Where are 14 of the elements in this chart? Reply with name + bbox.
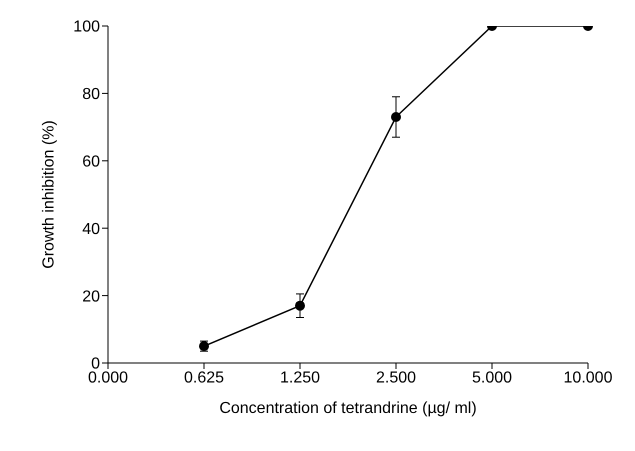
x-tick-label: 2.500 bbox=[376, 369, 416, 386]
point bbox=[295, 300, 305, 311]
x-tick-label: 0.000 bbox=[88, 369, 128, 386]
x-tick-label: 1.250 bbox=[280, 369, 320, 386]
x-axis-title: Concentration of tetrandrine (µg/ ml) bbox=[219, 400, 477, 417]
y-tick-label: 20 bbox=[82, 288, 100, 306]
x-tick-label: 5.000 bbox=[472, 369, 512, 386]
y-tick-label: 80 bbox=[82, 86, 100, 104]
y-axis-title: Growth inhibition (%) bbox=[40, 120, 58, 269]
x-tick-label: 0.625 bbox=[184, 369, 224, 386]
x-tick-label: 10.000 bbox=[564, 369, 613, 386]
y-tick-label: 100 bbox=[73, 18, 100, 36]
y-tick-label: 40 bbox=[82, 220, 100, 238]
y-tick-label: 60 bbox=[82, 153, 100, 170]
